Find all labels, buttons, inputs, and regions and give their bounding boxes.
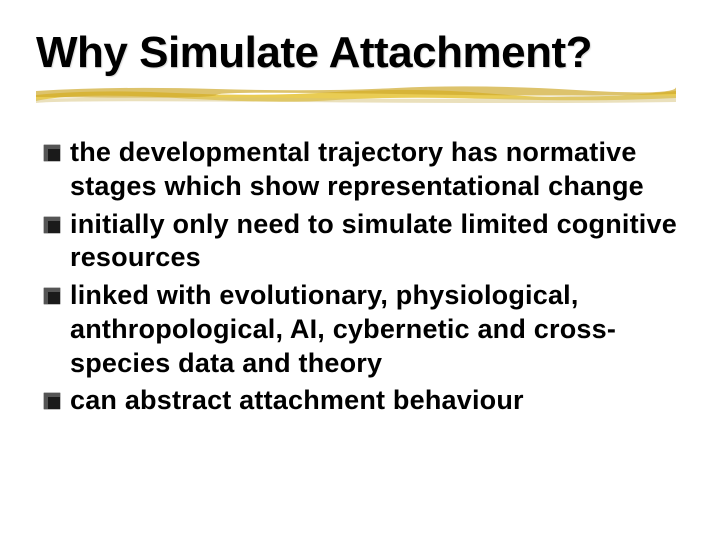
- square-bullet-icon: [42, 143, 62, 163]
- bullet-text: initially only need to simulate limited …: [70, 208, 684, 276]
- page-title: Why Simulate Attachment?: [36, 28, 684, 78]
- bullet-text: linked with evolutionary, physiological,…: [70, 279, 684, 380]
- square-bullet-icon: [42, 391, 62, 411]
- bullet-text: the developmental trajectory has normati…: [70, 136, 684, 204]
- list-item: the developmental trajectory has normati…: [42, 136, 684, 204]
- square-bullet-icon: [42, 286, 62, 306]
- list-item: can abstract attachment behaviour: [42, 384, 684, 418]
- square-bullet-icon: [42, 215, 62, 235]
- list-item: initially only need to simulate limited …: [42, 208, 684, 276]
- list-item: linked with evolutionary, physiological,…: [42, 279, 684, 380]
- bullet-list: the developmental trajectory has normati…: [36, 136, 684, 418]
- slide: Why Simulate Attachment? the development…: [0, 0, 720, 540]
- bullet-text: can abstract attachment behaviour: [70, 384, 524, 418]
- title-underline: [36, 82, 676, 104]
